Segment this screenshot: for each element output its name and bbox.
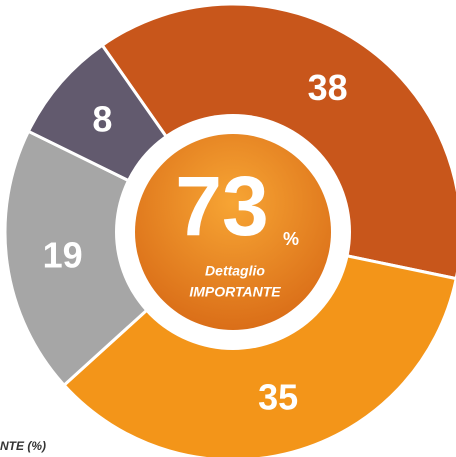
footnote: NTE (%) [0, 439, 46, 453]
center-line: Dettaglio [205, 263, 265, 279]
center-disc [135, 134, 331, 330]
slices [3, 2, 456, 457]
value-label: 38 [308, 67, 348, 108]
value-label: 8 [92, 99, 112, 140]
center-value: 73 [175, 159, 268, 253]
center-unit: % [283, 229, 299, 249]
value-label: 35 [258, 376, 298, 417]
center-line: IMPORTANTE [189, 284, 281, 300]
value-label: 19 [43, 234, 83, 275]
